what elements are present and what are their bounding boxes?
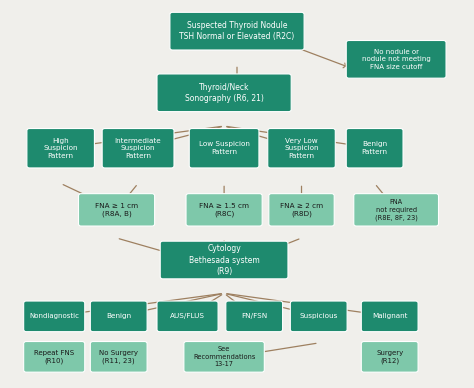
Text: Benign
Pattern: Benign Pattern (362, 142, 388, 155)
FancyBboxPatch shape (170, 12, 304, 50)
FancyBboxPatch shape (102, 128, 174, 168)
FancyBboxPatch shape (160, 241, 288, 279)
FancyBboxPatch shape (361, 341, 418, 372)
FancyBboxPatch shape (268, 128, 335, 168)
Text: High
Suspicion
Pattern: High Suspicion Pattern (44, 138, 78, 159)
FancyBboxPatch shape (79, 194, 155, 226)
Text: FN/FSN: FN/FSN (241, 314, 267, 319)
Text: No Surgery
(R11, 23): No Surgery (R11, 23) (99, 350, 138, 364)
Text: Nondiagnostic: Nondiagnostic (29, 314, 79, 319)
Text: See
Recommendations
13-17: See Recommendations 13-17 (193, 346, 255, 367)
Text: Repeat FNS
(R10): Repeat FNS (R10) (34, 350, 74, 364)
FancyBboxPatch shape (24, 341, 85, 372)
Text: Malignant: Malignant (372, 314, 408, 319)
FancyBboxPatch shape (24, 301, 85, 332)
Text: FNA ≥ 1 cm
(R8A, B): FNA ≥ 1 cm (R8A, B) (95, 203, 138, 217)
Text: Benign: Benign (106, 314, 131, 319)
Text: Intermediate
Suspicion
Pattern: Intermediate Suspicion Pattern (115, 138, 162, 159)
Text: Thyroid/Neck
Sonography (R6, 21): Thyroid/Neck Sonography (R6, 21) (185, 83, 264, 103)
FancyBboxPatch shape (354, 194, 438, 226)
FancyBboxPatch shape (157, 74, 291, 112)
Text: Surgery
(R12): Surgery (R12) (376, 350, 403, 364)
FancyBboxPatch shape (361, 301, 418, 332)
Text: AUS/FLUS: AUS/FLUS (170, 314, 205, 319)
Text: Suspicious: Suspicious (300, 314, 338, 319)
FancyBboxPatch shape (27, 128, 94, 168)
FancyBboxPatch shape (269, 194, 334, 226)
Text: No nodule or
nodule not meeting
FNA size cutoff: No nodule or nodule not meeting FNA size… (362, 49, 430, 70)
FancyBboxPatch shape (346, 128, 403, 168)
Text: Very Low
Suspicion
Pattern: Very Low Suspicion Pattern (284, 138, 319, 159)
Text: Low Suspicion
Pattern: Low Suspicion Pattern (199, 142, 249, 155)
Text: FNA
not required
(R8E, 8F, 23): FNA not required (R8E, 8F, 23) (375, 199, 418, 221)
FancyBboxPatch shape (184, 341, 264, 372)
Text: FNA ≥ 2 cm
(R8D): FNA ≥ 2 cm (R8D) (280, 203, 323, 217)
FancyBboxPatch shape (157, 301, 218, 332)
FancyBboxPatch shape (91, 301, 147, 332)
FancyBboxPatch shape (186, 194, 262, 226)
Text: FNA ≥ 1.5 cm
(R8C): FNA ≥ 1.5 cm (R8C) (199, 203, 249, 217)
FancyBboxPatch shape (189, 128, 259, 168)
FancyBboxPatch shape (91, 341, 147, 372)
FancyBboxPatch shape (346, 40, 446, 78)
Text: Suspected Thyroid Nodule
TSH Normal or Elevated (R2C): Suspected Thyroid Nodule TSH Normal or E… (179, 21, 295, 41)
FancyBboxPatch shape (291, 301, 347, 332)
Text: Cytology
Bethesada system
(R9): Cytology Bethesada system (R9) (189, 244, 259, 275)
FancyBboxPatch shape (226, 301, 283, 332)
